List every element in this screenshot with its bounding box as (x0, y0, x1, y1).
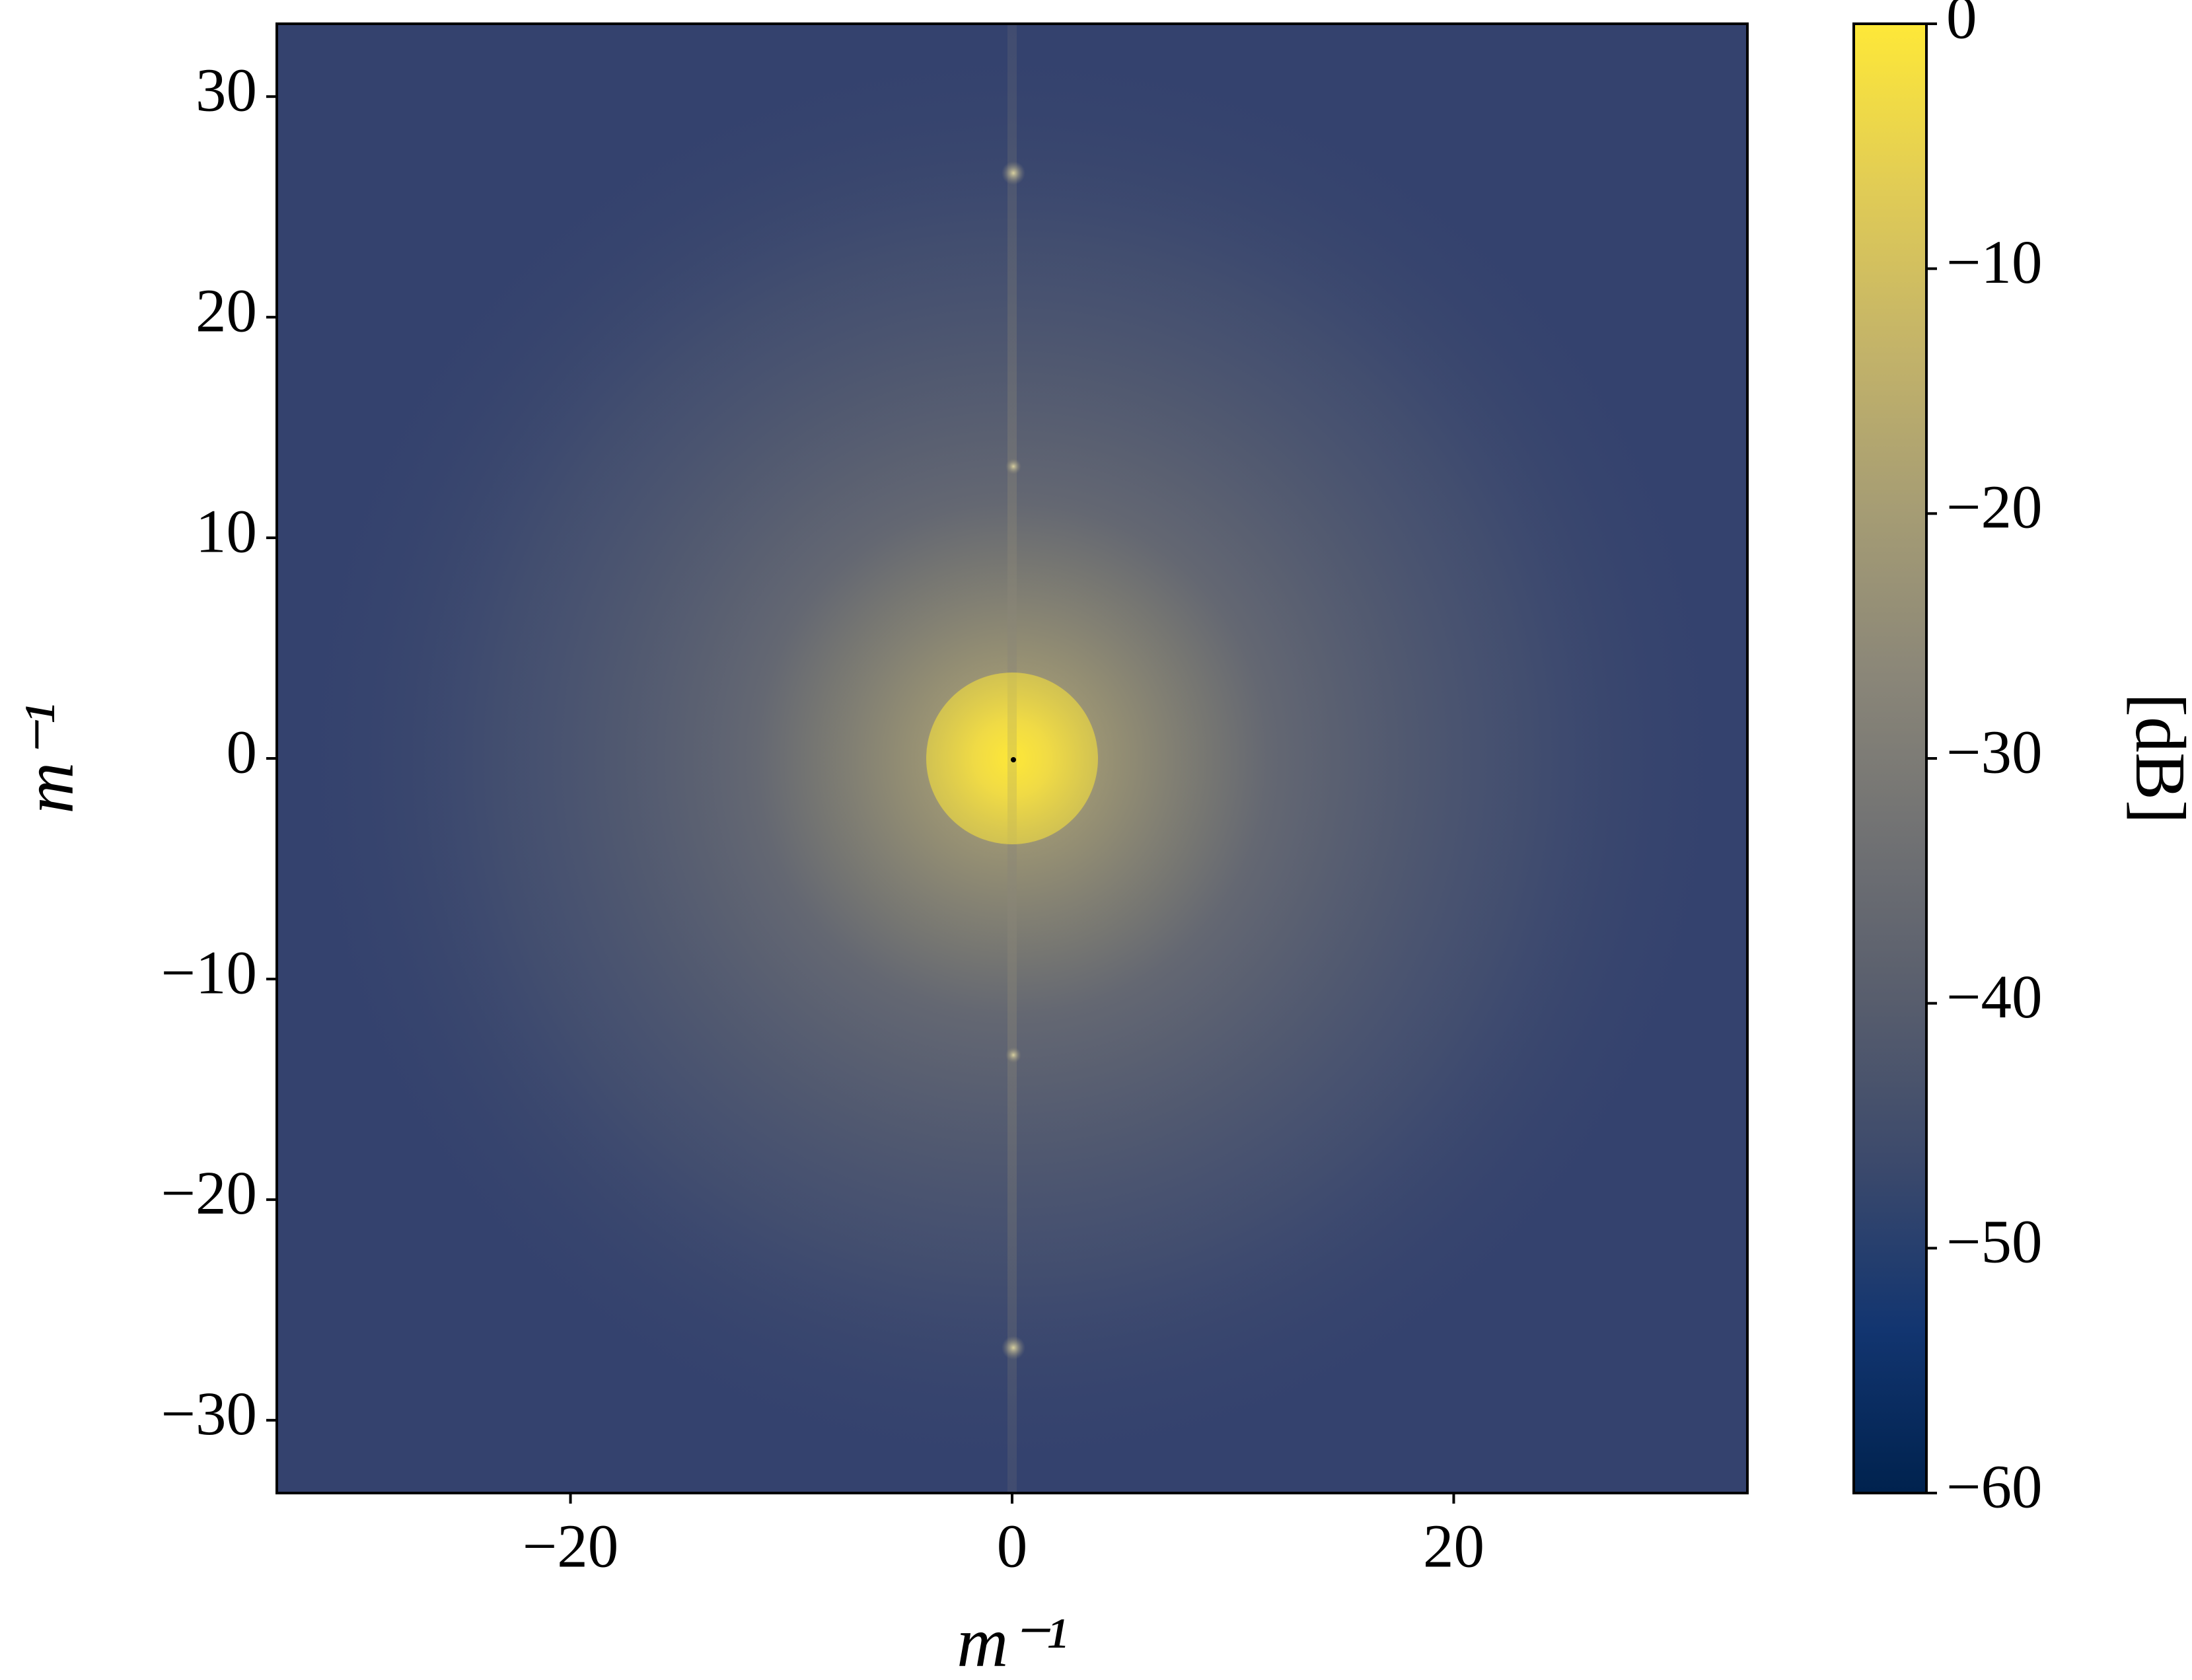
colorbar-tick-label: −20 (1946, 474, 2042, 542)
y-axis-label: m⁻¹ (10, 703, 89, 813)
y-tick-label: 30 (196, 57, 257, 125)
colorbar-tick-label: 0 (1946, 0, 1977, 52)
colorbar-tick-label: −50 (1946, 1208, 2042, 1276)
y-tick-label: −10 (161, 939, 257, 1007)
x-tick-label: 20 (1423, 1512, 1484, 1580)
x-tick-label: −20 (523, 1512, 618, 1580)
colorbar (1852, 22, 1928, 1494)
x-axis-label: m⁻¹ (957, 1603, 1067, 1680)
y-tick-label: 10 (196, 497, 257, 566)
y-tick-label: −20 (161, 1159, 257, 1227)
colorbar-tick-label: −60 (1946, 1453, 2042, 1521)
y-tick-label: 20 (196, 277, 257, 345)
colorbar-tick-label: −30 (1946, 718, 2042, 786)
colorbar-tick-label: −40 (1946, 963, 2042, 1031)
colorbar-tick-label: −10 (1946, 229, 2042, 297)
y-tick-label: 0 (227, 718, 258, 786)
x-tick-label: 0 (997, 1512, 1028, 1580)
spectrum-image (277, 24, 1747, 1493)
y-tick-label: −30 (161, 1380, 257, 1448)
colorbar-label: [dB] (2121, 693, 2192, 824)
